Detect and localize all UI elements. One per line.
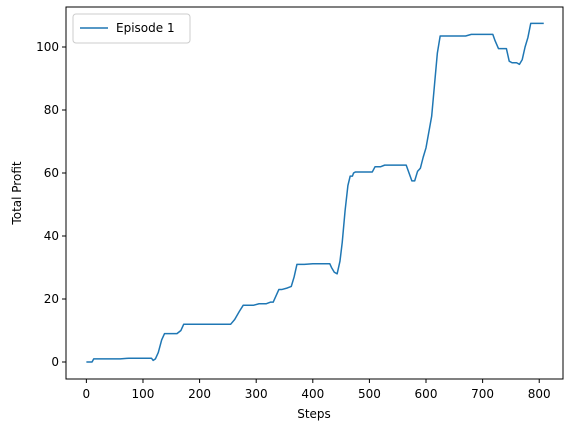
axes-frame — [65, 6, 564, 380]
x-tick-label: 400 — [301, 387, 324, 401]
legend: Episode 1 — [72, 13, 191, 44]
x-tick-label: 800 — [528, 387, 551, 401]
y-axis-label: Total Profit — [10, 161, 24, 225]
y-tick-label: 40 — [44, 229, 59, 243]
y-tick-label: 0 — [51, 355, 59, 369]
y-tick-label: 80 — [44, 103, 59, 117]
legend-label-episode-1: Episode 1 — [116, 21, 175, 35]
y-tick-label: 100 — [36, 40, 59, 54]
x-tick-label: 300 — [245, 387, 268, 401]
y-tick-label: 20 — [44, 292, 59, 306]
x-tick-label: 200 — [188, 387, 211, 401]
x-tick-label: 100 — [132, 387, 155, 401]
x-tick-label: 500 — [358, 387, 381, 401]
x-tick-label: 700 — [471, 387, 494, 401]
series-line-episode-1 — [86, 22, 544, 363]
legend-box — [72, 13, 191, 44]
y-tick-label: 60 — [44, 166, 59, 180]
x-tick-label: 0 — [83, 387, 91, 401]
x-axis-label: Steps — [297, 407, 331, 421]
x-tick-label: 600 — [415, 387, 438, 401]
